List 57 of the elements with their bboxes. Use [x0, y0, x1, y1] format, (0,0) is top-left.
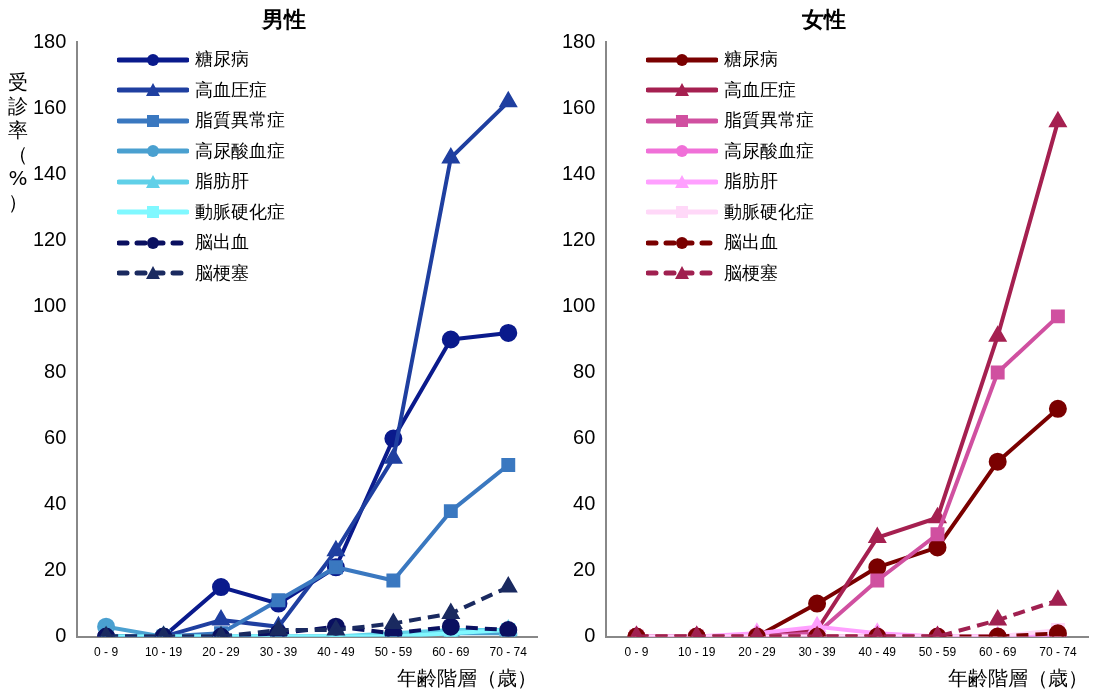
x-tick-label: 50 - 59 — [918, 645, 957, 660]
x-tick-label: 0 - 9 — [94, 645, 119, 660]
legend-label: 高尿酸血症 — [195, 138, 286, 163]
y-tick-label: 40 — [573, 492, 596, 515]
y-tick-label: 140 — [561, 161, 596, 184]
x-tick-label: 70 - 74 — [1039, 645, 1077, 660]
x-tick-label: 10 - 19 — [678, 645, 716, 660]
legend-label: 高尿酸血症 — [724, 138, 815, 163]
legend-label: 動脈硬化症 — [195, 199, 286, 224]
x-axis-title: 年齢階層（歳） — [948, 666, 1088, 689]
y-tick-label: 100 — [561, 294, 596, 316]
y-tick-label: 180 — [561, 29, 596, 52]
legend-label: 脂質異常症 — [724, 108, 815, 133]
y-tick-label: 120 — [561, 227, 596, 250]
y-tick-label: 140 — [32, 161, 67, 184]
legend-label: 糖尿病 — [195, 47, 250, 72]
y-tick-label: 60 — [44, 426, 67, 449]
legend-label: 脂肪肝 — [195, 169, 250, 194]
y-tick-label: 80 — [573, 360, 596, 383]
y-tick-label: 60 — [573, 426, 596, 449]
x-tick-label: 30 - 39 — [798, 645, 837, 660]
x-tick-label: 60 - 69 — [979, 645, 1017, 660]
y-tick-label: 0 — [584, 624, 596, 647]
y-tick-label: 100 — [32, 294, 67, 316]
y-tick-label: 20 — [573, 558, 596, 581]
chart-title: 女性 — [800, 6, 846, 32]
legend-label: 高血圧症 — [195, 77, 268, 102]
y-tick-label: 80 — [44, 360, 67, 383]
chart-title: 男性 — [260, 6, 306, 32]
legend-label: 脳出血 — [195, 230, 250, 255]
y-axis-title: 受診率（%） — [7, 70, 29, 214]
x-tick-label: 40 - 49 — [858, 645, 897, 660]
legend-label: 脳梗塞 — [195, 260, 250, 285]
legend-label: 高血圧症 — [724, 77, 797, 102]
legend-label: 糖尿病 — [724, 47, 779, 72]
y-tick-label: 160 — [561, 95, 596, 118]
x-axis-title: 年齢階層（歳） — [397, 666, 537, 689]
x-tick-label: 20 - 29 — [202, 645, 241, 660]
y-tick-label: 20 — [44, 558, 67, 581]
y-tick-label: 120 — [32, 227, 67, 250]
x-tick-label: 50 - 59 — [374, 645, 413, 660]
y-tick-label: 40 — [44, 492, 67, 515]
legend-label: 脳出血 — [724, 230, 779, 255]
legend-label: 脂質異常症 — [195, 108, 286, 133]
x-tick-label: 70 - 74 — [489, 645, 528, 660]
x-tick-label: 10 - 19 — [144, 645, 183, 660]
legend-label: 脳梗塞 — [724, 260, 779, 285]
x-tick-label: 0 - 9 — [624, 645, 649, 660]
y-tick-label: 160 — [32, 95, 67, 118]
x-tick-label: 20 - 29 — [738, 645, 776, 660]
legend-label: 動脈硬化症 — [724, 199, 815, 224]
x-tick-label: 40 - 49 — [317, 645, 355, 660]
x-tick-label: 60 - 69 — [432, 645, 470, 660]
x-tick-label: 30 - 39 — [259, 645, 298, 660]
y-tick-label: 180 — [32, 29, 67, 52]
legend-label: 脂肪肝 — [724, 169, 779, 194]
y-tick-label: 0 — [55, 624, 67, 647]
